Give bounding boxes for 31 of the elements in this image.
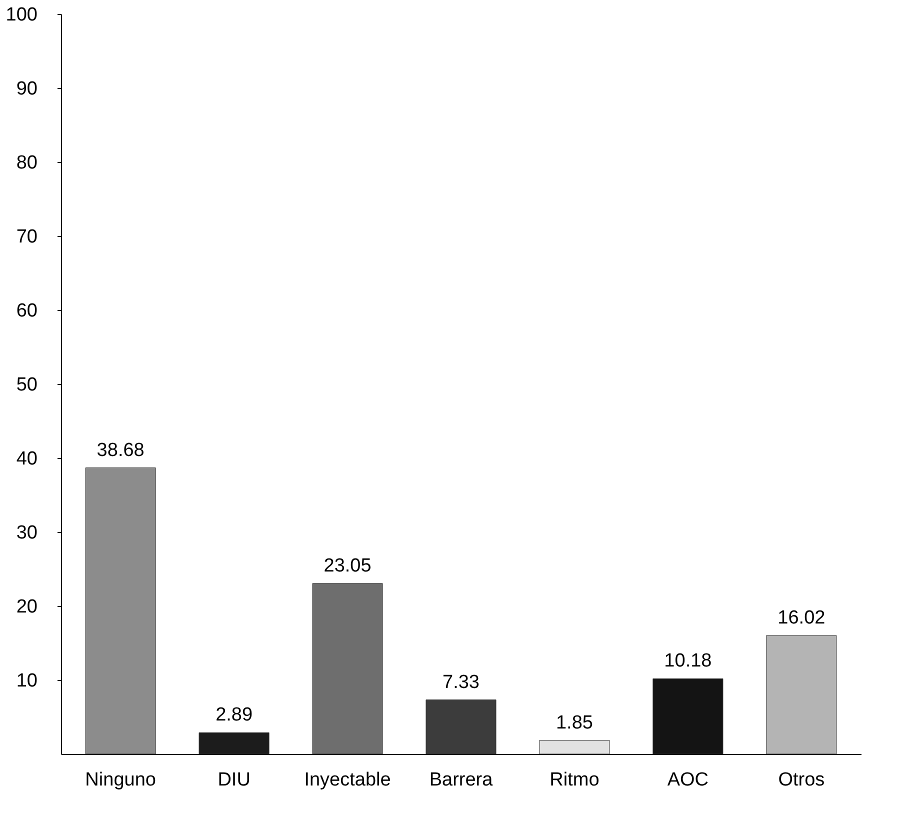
bar bbox=[426, 700, 496, 754]
y-tick-label: 100 bbox=[6, 4, 38, 26]
data-label: 38.68 bbox=[96, 440, 144, 461]
x-tick-label: Otros bbox=[778, 770, 825, 790]
x-tick-label: Inyectable bbox=[304, 770, 391, 790]
bar bbox=[312, 583, 383, 754]
y-tick-label: 50 bbox=[16, 374, 38, 396]
x-tick-label: AOC bbox=[667, 770, 709, 790]
x-tick-label: Ninguno bbox=[85, 770, 156, 790]
bar bbox=[652, 678, 724, 754]
y-tick-label: 90 bbox=[16, 78, 38, 100]
bar bbox=[766, 635, 837, 754]
y-tick-label: 30 bbox=[16, 522, 38, 544]
data-label: 1.85 bbox=[556, 712, 593, 734]
data-label: 23.05 bbox=[324, 555, 372, 576]
x-tick-label: Ritmo bbox=[550, 770, 600, 790]
data-label: 16.02 bbox=[778, 607, 826, 628]
y-tick-label: 70 bbox=[16, 226, 38, 248]
x-tick-label: DIU bbox=[218, 770, 250, 790]
x-tick-label: Barrera bbox=[429, 770, 494, 790]
data-label: 2.89 bbox=[216, 704, 253, 726]
y-tick-label: 60 bbox=[16, 300, 38, 322]
y-tick-label: 40 bbox=[16, 448, 38, 470]
bar bbox=[539, 740, 610, 754]
data-label: 7.33 bbox=[442, 672, 480, 693]
bar bbox=[85, 468, 156, 754]
y-tick-label: 80 bbox=[16, 152, 38, 174]
bar bbox=[198, 732, 270, 754]
y-tick-label: 20 bbox=[16, 596, 38, 618]
y-tick-label: 10 bbox=[16, 670, 38, 692]
data-label: 10.18 bbox=[664, 650, 712, 672]
